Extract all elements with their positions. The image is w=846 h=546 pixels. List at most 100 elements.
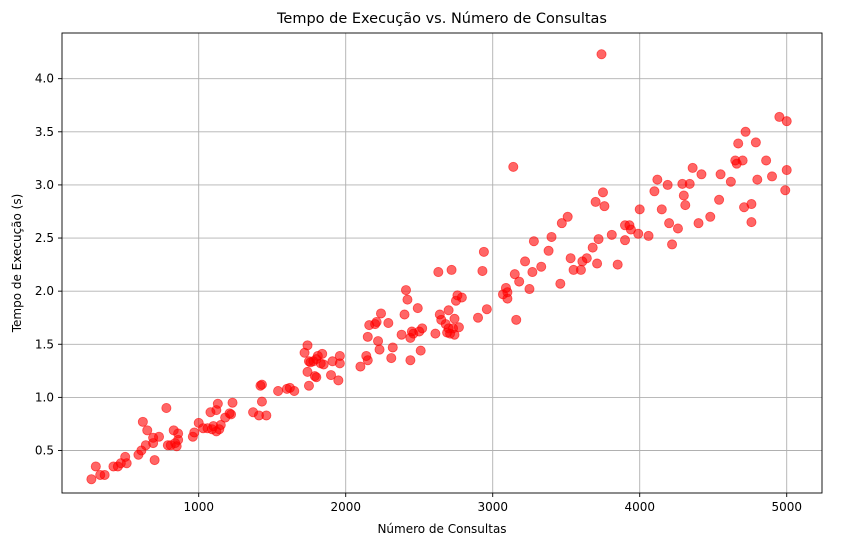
data-point: [273, 386, 284, 397]
y-axis-ticks: 0.5 1.0 1.5 2.0 2.5 3.0 3.5 4.0: [35, 72, 62, 458]
data-point: [502, 287, 513, 298]
data-point: [311, 372, 322, 383]
data-point: [362, 331, 373, 342]
data-point: [555, 278, 566, 289]
data-point: [478, 246, 489, 257]
data-point: [684, 178, 695, 189]
y-tick-label: 3.0: [35, 178, 54, 192]
data-point: [633, 228, 644, 239]
data-point: [405, 355, 416, 366]
data-point: [508, 161, 519, 172]
data-point: [148, 438, 159, 449]
data-point: [173, 428, 184, 439]
data-point: [528, 236, 539, 247]
data-point: [678, 190, 689, 201]
data-point: [142, 425, 153, 436]
data-point: [456, 292, 467, 303]
data-point: [334, 358, 345, 369]
data-points: [86, 49, 792, 485]
data-point: [318, 359, 329, 370]
data-point: [606, 229, 617, 240]
data-point: [415, 345, 426, 356]
data-point: [543, 245, 554, 256]
data-point: [226, 409, 237, 420]
data-point: [302, 366, 313, 377]
x-axis-ticks: 1000 2000 3000 4000 5000: [183, 493, 802, 514]
data-point: [303, 380, 314, 391]
data-point: [746, 217, 757, 228]
chart-title: Tempo de Execução vs. Número de Consulta…: [276, 11, 607, 27]
data-point: [752, 174, 763, 185]
data-point: [387, 342, 398, 353]
data-point: [399, 309, 410, 320]
x-tick-label: 3000: [477, 500, 508, 514]
data-point: [620, 235, 631, 246]
data-point: [215, 420, 226, 431]
data-point: [524, 284, 535, 295]
y-tick-label: 1.0: [35, 390, 54, 404]
data-point: [536, 261, 547, 272]
data-point: [649, 186, 660, 197]
data-point: [256, 396, 267, 407]
data-point: [149, 455, 160, 466]
data-point: [599, 201, 610, 212]
data-point: [386, 353, 397, 364]
data-point: [449, 313, 460, 324]
data-point: [750, 137, 761, 148]
y-tick-label: 4.0: [35, 72, 54, 86]
data-point: [302, 340, 313, 351]
data-point: [333, 375, 344, 386]
data-point: [527, 267, 538, 278]
data-point: [781, 165, 792, 176]
data-point: [362, 355, 373, 366]
y-tick-label: 2.0: [35, 284, 54, 298]
x-axis-label: Número de Consultas: [377, 522, 506, 536]
data-point: [256, 379, 267, 390]
y-tick-label: 3.5: [35, 125, 54, 139]
data-point: [725, 176, 736, 187]
x-tick-label: 4000: [624, 500, 655, 514]
data-point: [737, 155, 748, 166]
data-point: [289, 386, 300, 397]
data-point: [667, 239, 678, 250]
data-point: [514, 276, 525, 287]
data-point: [592, 258, 603, 269]
data-point: [417, 323, 428, 334]
data-point: [680, 200, 691, 211]
y-axis-label: Tempo de Execução (s): [10, 194, 24, 334]
data-point: [402, 294, 413, 305]
data-point: [672, 223, 683, 234]
data-point: [477, 265, 488, 276]
data-point: [715, 169, 726, 180]
data-point: [593, 234, 604, 245]
data-point: [396, 329, 407, 340]
data-point: [687, 162, 698, 173]
y-tick-label: 1.5: [35, 337, 54, 351]
y-tick-label: 0.5: [35, 444, 54, 458]
x-tick-label: 5000: [771, 500, 802, 514]
data-point: [693, 218, 704, 229]
data-point: [556, 218, 567, 229]
data-point: [587, 242, 598, 253]
data-point: [326, 370, 337, 381]
data-point: [596, 49, 607, 60]
data-point: [137, 416, 148, 427]
data-point: [189, 427, 200, 438]
data-point: [443, 305, 454, 316]
data-point: [705, 211, 716, 222]
grid: [62, 33, 822, 493]
data-point: [590, 196, 601, 207]
x-tick-label: 2000: [330, 500, 361, 514]
data-point: [371, 316, 382, 327]
data-point: [565, 253, 576, 264]
data-point: [511, 314, 522, 325]
data-point: [86, 474, 97, 485]
data-point: [634, 204, 645, 215]
data-point: [317, 348, 328, 359]
data-point: [373, 336, 384, 347]
data-point: [509, 269, 520, 280]
data-point: [780, 185, 791, 196]
data-point: [453, 322, 464, 333]
data-point: [575, 264, 586, 275]
data-point: [449, 329, 460, 340]
